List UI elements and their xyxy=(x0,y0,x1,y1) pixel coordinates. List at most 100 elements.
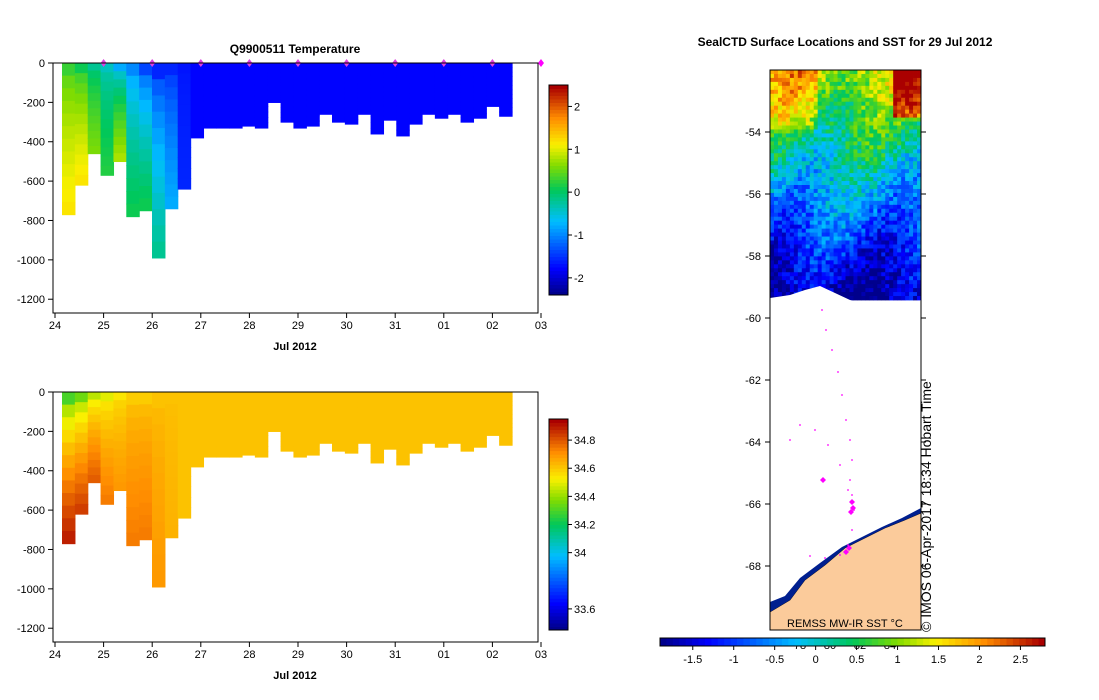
sst-cell xyxy=(869,129,874,134)
sst-cell xyxy=(885,280,890,285)
sst-cell xyxy=(901,296,906,301)
sst-cell xyxy=(857,244,862,249)
sst-cell xyxy=(885,85,890,91)
sst-cell xyxy=(861,216,866,222)
sst-cell xyxy=(853,248,858,253)
section-cell xyxy=(357,92,372,98)
sst-cell xyxy=(877,280,882,285)
sst-cell xyxy=(857,93,862,99)
sst-cell xyxy=(801,264,807,269)
sst-cell xyxy=(801,192,807,198)
sst-cell xyxy=(905,141,910,146)
sst-cell xyxy=(905,288,910,293)
sst-cell xyxy=(885,252,890,257)
sst-cell xyxy=(770,109,775,115)
sst-cell xyxy=(801,228,807,233)
section-cell xyxy=(447,426,462,431)
sst-cell xyxy=(785,276,791,281)
sst-cell xyxy=(837,149,842,154)
sst-cell xyxy=(781,252,787,257)
sst-cell xyxy=(893,77,898,83)
sst-cell xyxy=(865,169,870,174)
sst-cell xyxy=(873,284,878,289)
sst-cell xyxy=(873,248,878,253)
section-cell xyxy=(383,430,397,436)
sst-cell xyxy=(789,81,795,87)
colorbar-segment xyxy=(549,144,568,149)
sst-cell xyxy=(897,77,902,83)
sst-cell xyxy=(917,70,921,75)
section-cell xyxy=(422,400,436,406)
sst-cell xyxy=(901,268,906,273)
sst-cell xyxy=(869,181,874,186)
sst-cell xyxy=(897,208,902,214)
section-cell xyxy=(62,176,76,190)
sst-cell xyxy=(829,101,834,107)
sst-cell xyxy=(837,292,842,297)
sst-cell xyxy=(821,133,827,138)
sst-cell xyxy=(797,232,803,237)
sst-cell xyxy=(861,81,866,87)
sst-cell xyxy=(841,173,846,178)
sst-cell xyxy=(885,145,890,150)
section-cell xyxy=(293,392,307,399)
colorbar-segment xyxy=(549,120,568,124)
section-cell xyxy=(190,410,205,418)
section-cell xyxy=(473,442,487,448)
section-cell xyxy=(203,392,217,399)
section-cell xyxy=(293,397,307,404)
sst-cell xyxy=(770,93,775,99)
section-cell xyxy=(216,446,230,453)
sst-cell xyxy=(833,288,838,293)
temperature-y-axis: 0-200-400-600-800-1000-1200 xyxy=(17,58,53,306)
sst-cell xyxy=(913,224,918,230)
sst-cell xyxy=(797,165,803,170)
sst-cell xyxy=(821,216,827,222)
section-cell xyxy=(357,426,372,431)
sst-cell xyxy=(869,77,874,83)
sst-cell xyxy=(893,256,898,261)
track-point xyxy=(847,489,849,491)
sst-cell xyxy=(829,196,834,202)
sst-cell xyxy=(897,177,902,182)
sst-cell xyxy=(793,117,799,122)
sst-cell xyxy=(770,196,775,202)
section-cell xyxy=(280,77,295,84)
sst-cell xyxy=(770,181,775,186)
sst-cell xyxy=(793,70,799,75)
sst-cell xyxy=(793,252,799,257)
section-cell xyxy=(409,103,423,110)
sst-cell xyxy=(905,181,910,186)
sst-cell xyxy=(881,232,886,237)
sst-cell xyxy=(797,260,803,265)
sst-cell xyxy=(809,137,815,142)
section-cell xyxy=(203,111,217,118)
sst-cell xyxy=(881,185,886,190)
sst-cell xyxy=(913,284,918,289)
sst-cell xyxy=(805,192,811,198)
sst-cell xyxy=(913,264,918,269)
colorbar-segment xyxy=(549,566,568,571)
imos-credit: © IMOS 06-Apr-2017 18:34 Hobart Time xyxy=(918,381,934,632)
sst-cell xyxy=(913,177,918,182)
sst-cell xyxy=(897,185,902,190)
colorbar-segment xyxy=(980,638,988,646)
sst-cell xyxy=(813,169,819,174)
section-cell xyxy=(62,392,76,406)
sst-cell xyxy=(770,161,775,166)
sst-cell xyxy=(913,77,918,83)
sst-cell xyxy=(825,196,830,202)
sst-cell xyxy=(805,200,811,206)
sst-cell xyxy=(873,157,878,162)
section-cell xyxy=(280,82,295,89)
colorbar-segment xyxy=(549,594,568,599)
sst-cell xyxy=(873,113,878,118)
sst-cell xyxy=(837,192,842,198)
sst-cell xyxy=(817,161,823,166)
section-cell xyxy=(409,118,423,125)
sst-cell xyxy=(809,212,815,218)
sst-cell xyxy=(813,117,819,122)
sst-cell xyxy=(793,153,799,158)
sst-cell xyxy=(785,81,791,87)
sst-cell xyxy=(825,185,830,190)
